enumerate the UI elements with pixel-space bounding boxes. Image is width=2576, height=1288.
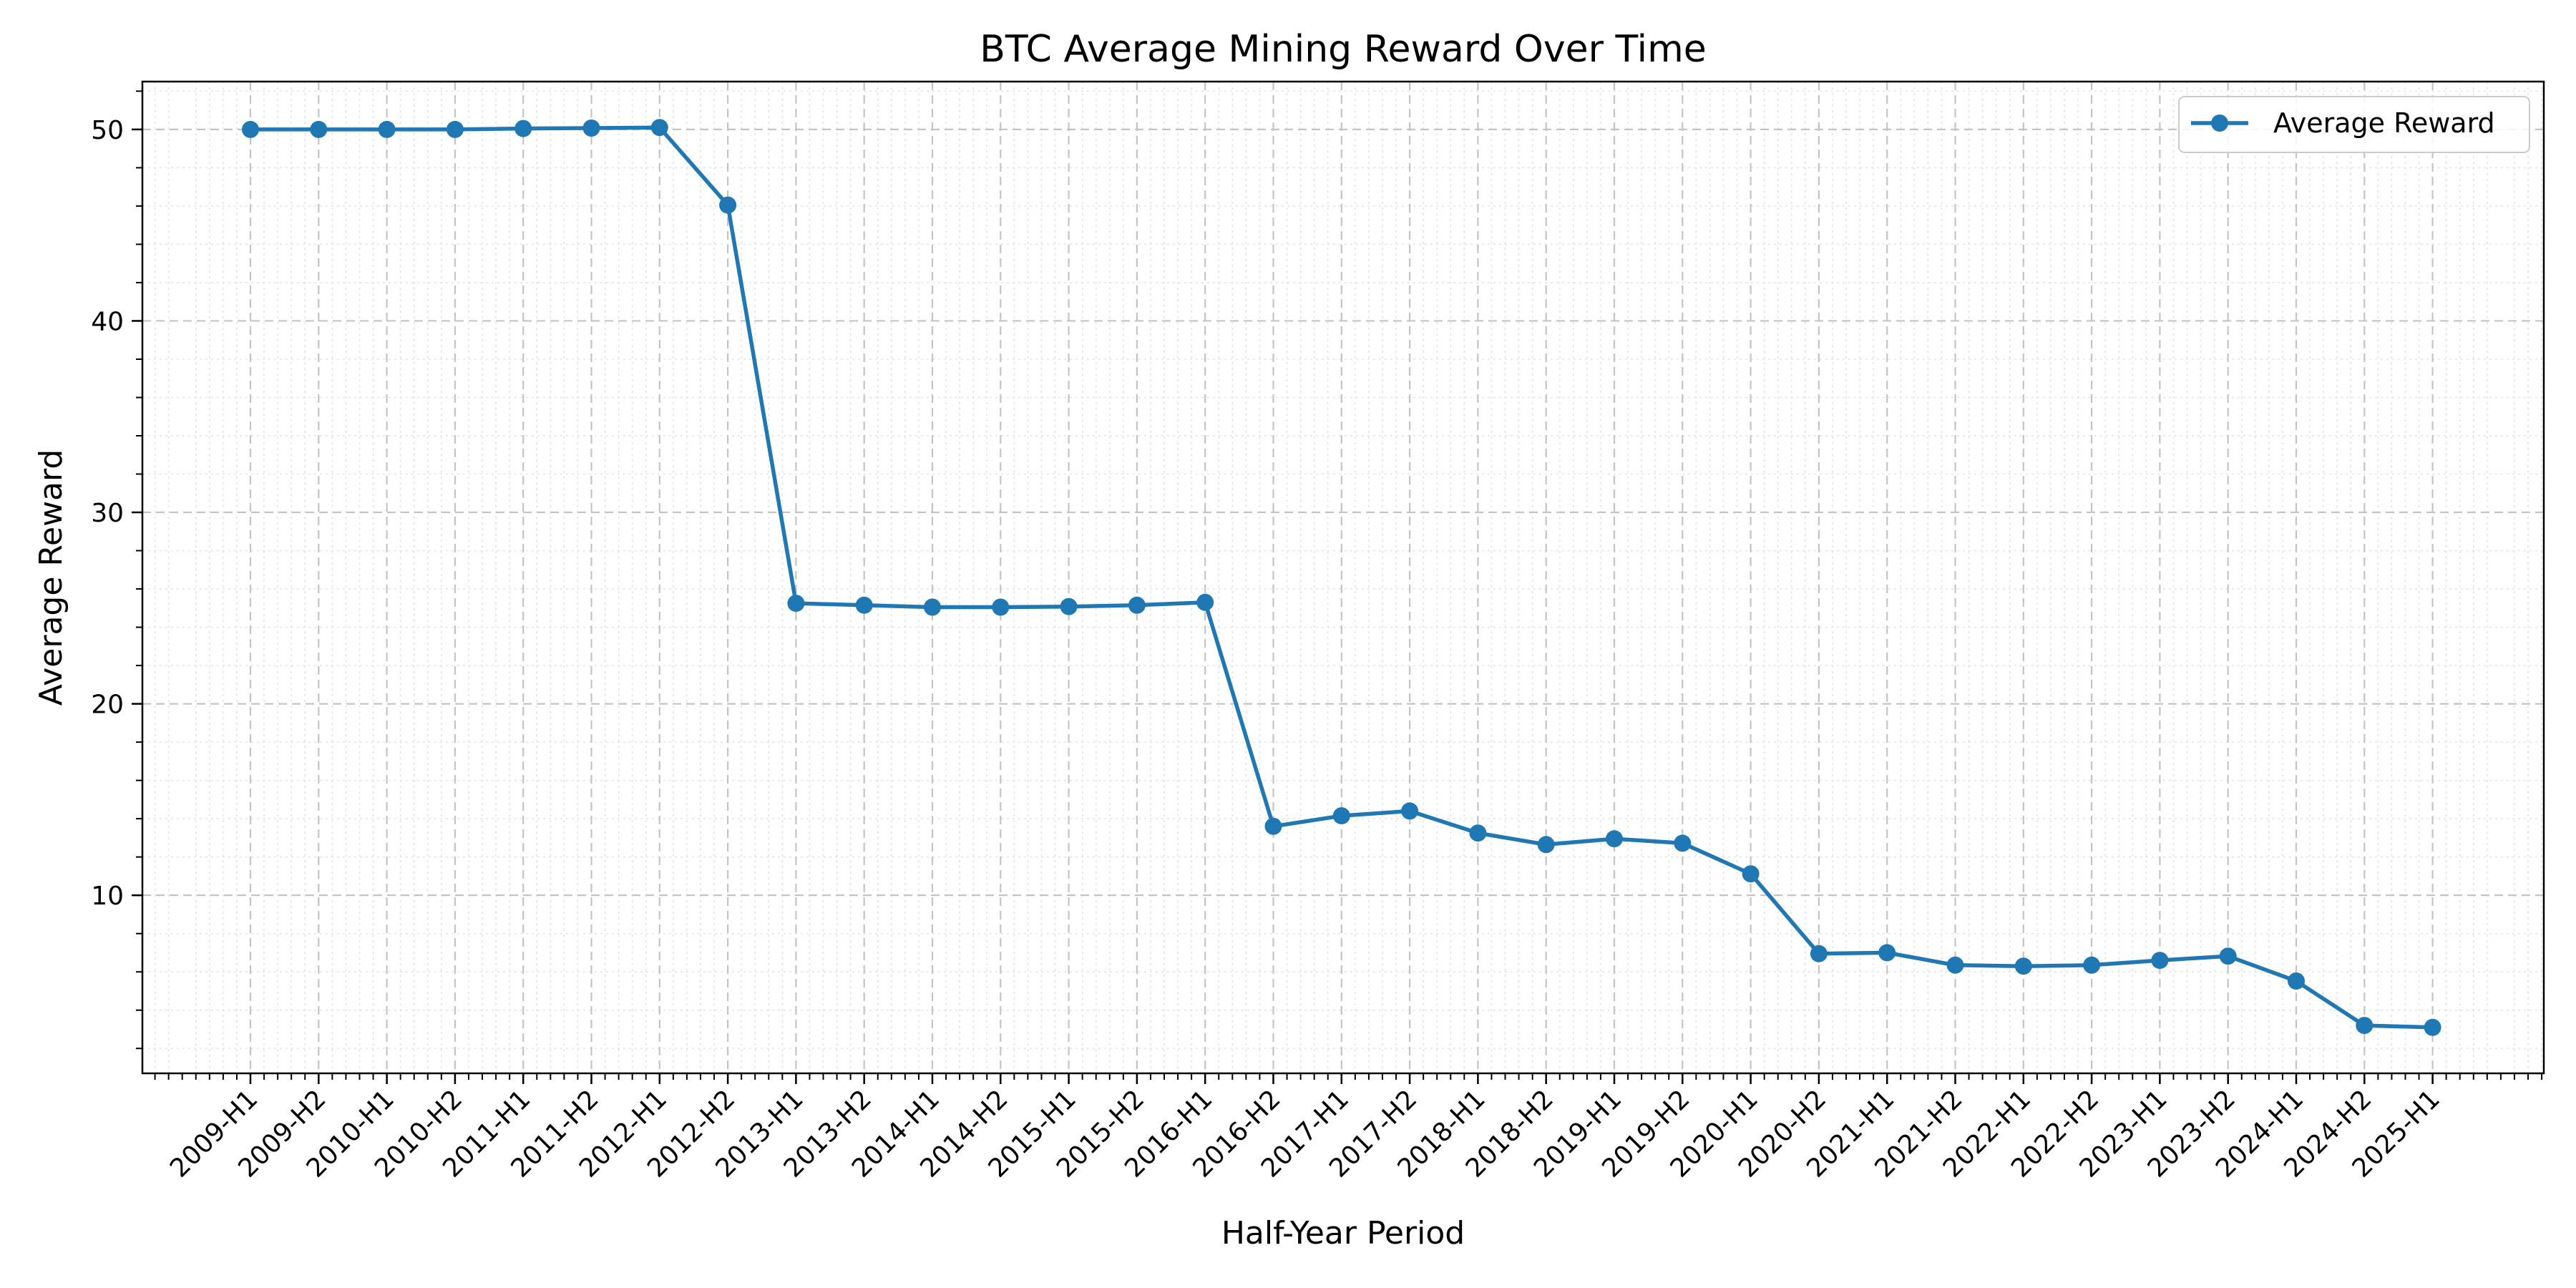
axis-ticks <box>132 90 2543 1084</box>
data-point <box>310 120 328 138</box>
y-tick-label: 10 <box>91 882 124 911</box>
data-point <box>2288 972 2305 990</box>
data-point <box>1469 824 1487 842</box>
legend: Average Reward <box>2178 96 2530 153</box>
y-tick-label: 30 <box>91 499 124 528</box>
data-point <box>1606 830 1623 848</box>
data-point <box>2014 957 2032 975</box>
y-axis-label: Average Reward <box>33 449 69 706</box>
data-point <box>1878 944 1896 962</box>
data-point <box>1060 597 1078 615</box>
data-point <box>2083 956 2101 974</box>
chart-title: BTC Average Mining Reward Over Time <box>980 28 1707 71</box>
plot-area-frame <box>141 80 2545 1075</box>
data-point <box>582 119 600 137</box>
minor-grid <box>142 82 2544 1073</box>
data-point <box>514 119 532 137</box>
data-point <box>1810 945 1828 962</box>
data-point <box>1401 802 1419 820</box>
y-tick-label: 50 <box>91 116 124 145</box>
data-point <box>2219 947 2237 965</box>
legend-box <box>2178 96 2530 153</box>
data-point <box>1264 817 1282 835</box>
y-tick-label: 40 <box>91 307 124 336</box>
data-point <box>446 120 464 138</box>
x-tick-labels: 2009-H12009-H22010-H12010-H22011-H12011-… <box>165 1084 2446 1183</box>
legend-marker-swatch <box>2211 114 2228 132</box>
major-grid <box>142 82 2544 1073</box>
data-point <box>2424 1018 2441 1036</box>
series-average-reward <box>242 119 2441 1036</box>
y-tick-labels: 10 20 30 40 50 <box>91 116 124 911</box>
data-point <box>1674 834 1692 852</box>
data-point <box>650 119 668 137</box>
data-point <box>1332 807 1350 825</box>
data-point <box>2356 1017 2373 1035</box>
data-point <box>242 120 259 138</box>
data-point <box>855 596 873 614</box>
data-point <box>1946 956 1964 974</box>
data-point <box>719 196 737 214</box>
data-point <box>992 598 1010 616</box>
data-point <box>1196 593 1214 611</box>
data-point <box>1742 865 1760 883</box>
data-point <box>924 598 941 616</box>
data-point <box>1537 836 1555 854</box>
y-tick-label: 20 <box>91 691 124 720</box>
data-point <box>1128 596 1146 614</box>
data-point <box>2151 952 2169 970</box>
data-point <box>787 595 805 613</box>
x-axis-label: Half-Year Period <box>1221 1215 1465 1252</box>
legend-label-average-reward: Average Reward <box>2273 107 2495 139</box>
data-point <box>378 120 396 138</box>
